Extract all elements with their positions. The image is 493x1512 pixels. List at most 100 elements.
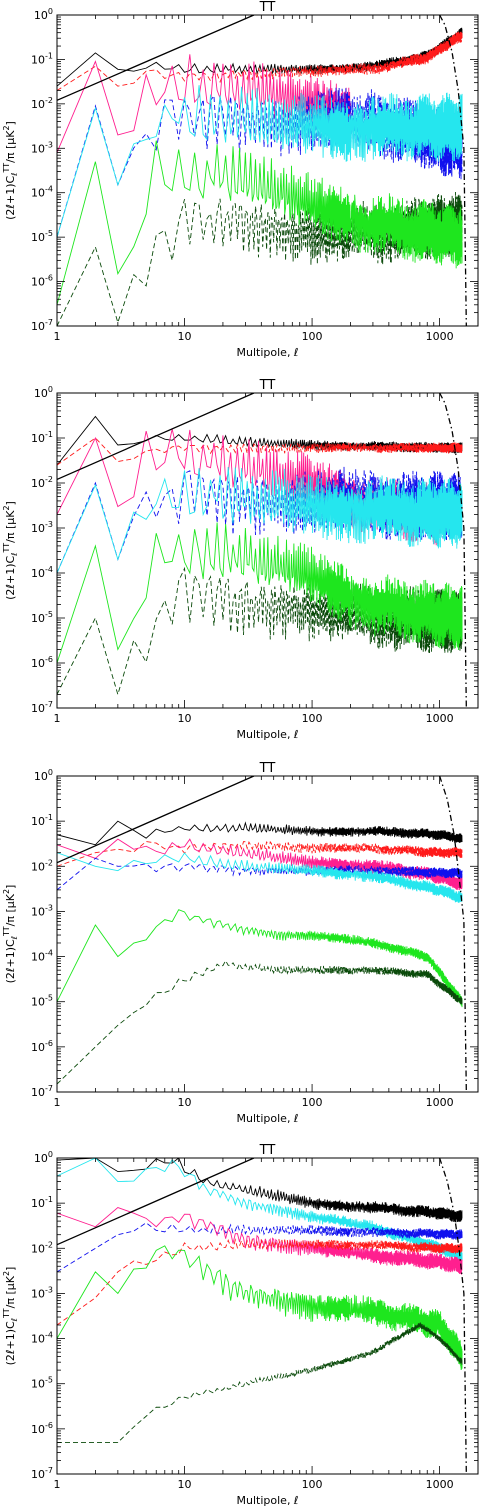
y-axis-label: (2ℓ+1)CℓTT/π [μK2] xyxy=(2,1267,19,1366)
plot-frame xyxy=(56,1157,479,1475)
chart-title: TT xyxy=(259,761,276,776)
x-axis-label: Multipole, ℓ xyxy=(237,728,299,741)
series-line-black-solid xyxy=(57,15,255,101)
y-tick-label: 10-1 xyxy=(31,813,53,828)
y-tick-label: 10-1 xyxy=(31,1195,53,1210)
y-tick-label: 10-1 xyxy=(31,51,53,66)
series-line-red-dashed xyxy=(57,30,463,91)
x-tick-label: 1000 xyxy=(426,1096,454,1109)
y-axis-label: (2ℓ+1)CℓTT/π [μK2] xyxy=(2,121,19,220)
y-tick-label: 10-2 xyxy=(31,475,53,490)
x-tick-label: 1000 xyxy=(426,712,454,725)
chart-panel-2: TT 1 10 100 1000 10-7 10-6 10-5 10-4 10-3 10-2 10-1… xyxy=(2,378,479,741)
x-tick-label: 100 xyxy=(302,1096,323,1109)
x-tick-label: 1 xyxy=(54,1096,61,1109)
y-tick-label: 10-4 xyxy=(31,1331,53,1346)
series-line-black-solid xyxy=(57,776,255,864)
series-group xyxy=(57,393,467,708)
x-tick-label: 1 xyxy=(54,1478,61,1491)
plot-frame xyxy=(56,14,479,327)
chart-title: TT xyxy=(259,378,276,393)
y-tick-label: 10-3 xyxy=(31,140,53,155)
chart-panel-1: TT 1 10 100 1000 10-7 10-6 10-5 10-4 10-3 10-2 10-1… xyxy=(2,0,479,359)
y-tick-label: 10-5 xyxy=(31,229,53,244)
series-line-black-solid xyxy=(57,1158,463,1223)
series-line-green-solid xyxy=(57,140,463,305)
y-axis-label: (2ℓ+1)CℓTT/π [μK2] xyxy=(2,501,19,600)
series-line-green-solid xyxy=(57,1245,463,1371)
y-tick-label: 10-7 xyxy=(31,1084,53,1099)
series-line-red-dashed xyxy=(57,840,463,867)
y-tick-label: 10-4 xyxy=(31,185,53,200)
y-tick-label: 10-1 xyxy=(31,430,53,445)
series-line-red-dashed xyxy=(57,1238,463,1326)
series-group xyxy=(57,15,467,326)
x-tick-label: 10 xyxy=(178,712,192,725)
x-tick-label: 10 xyxy=(178,1478,192,1491)
x-axis-label: Multipole, ℓ xyxy=(237,346,299,359)
x-tick-label: 10 xyxy=(178,330,192,343)
y-tick-label: 10-6 xyxy=(31,1421,53,1436)
series-line-black-solid xyxy=(57,27,463,87)
y-tick-label: 10-7 xyxy=(31,318,53,333)
y-tick-label: 10-2 xyxy=(31,858,53,873)
y-tick-label: 100 xyxy=(34,1150,53,1165)
series-line-darkgreen-dashed xyxy=(57,1322,463,1443)
y-tick-label: 10-2 xyxy=(31,96,53,111)
y-tick-label: 10-5 xyxy=(31,1376,53,1391)
x-tick-label: 100 xyxy=(302,1478,323,1491)
plot-frame xyxy=(56,392,479,709)
series-line-black-dashdot xyxy=(439,15,467,326)
y-tick-label: 10-6 xyxy=(31,655,53,670)
series-line-darkgreen-dashed xyxy=(57,959,463,1085)
y-tick-label: 10-4 xyxy=(31,565,53,580)
y-tick-label: 10-3 xyxy=(31,903,53,918)
chart-title: TT xyxy=(259,1143,276,1158)
x-tick-label: 10 xyxy=(178,1096,192,1109)
series-line-cyan-solid xyxy=(57,85,463,238)
series-line-darkgreen-dashed xyxy=(57,191,463,326)
x-tick-label: 1 xyxy=(54,712,61,725)
y-tick-label: 10-7 xyxy=(31,700,53,715)
series-line-green-solid xyxy=(57,522,463,664)
y-tick-label: 100 xyxy=(34,7,53,22)
x-tick-label: 100 xyxy=(302,330,323,343)
x-tick-label: 100 xyxy=(302,712,323,725)
series-line-cyan-solid xyxy=(57,852,463,903)
series-line-black-dashdot xyxy=(438,776,467,1092)
y-tick-label: 10-5 xyxy=(31,994,53,1009)
series-line-black-dashdot xyxy=(438,1158,467,1474)
chart-panel-3: TT 1 10 100 1000 10-7 10-6 10-5 10-4 10-3 10-2 10-1… xyxy=(2,761,479,1125)
y-tick-label: 10-5 xyxy=(31,610,53,625)
series-line-cyan-solid xyxy=(57,466,463,574)
series-line-black-solid xyxy=(57,820,463,846)
series-group xyxy=(57,1158,467,1474)
series-line-pink-solid xyxy=(57,838,463,891)
series-line-blue-dashed xyxy=(57,1222,463,1273)
series-line-black-dashdot xyxy=(439,393,467,708)
x-tick-label: 1 xyxy=(54,330,61,343)
y-tick-label: 10-3 xyxy=(31,520,53,535)
y-tick-label: 10-6 xyxy=(31,1039,53,1054)
y-tick-label: 10-4 xyxy=(31,949,53,964)
y-tick-label: 100 xyxy=(34,768,53,783)
x-axis-label: Multipole, ℓ xyxy=(237,1112,299,1125)
x-tick-label: 1000 xyxy=(426,1478,454,1491)
series-line-black-solid xyxy=(57,393,255,481)
x-axis-label: Multipole, ℓ xyxy=(237,1494,299,1507)
x-tick-label: 1000 xyxy=(426,330,454,343)
series-line-green-solid xyxy=(57,909,463,1008)
y-tick-label: 10-3 xyxy=(31,1285,53,1300)
chart-title: TT xyxy=(259,0,276,15)
series-group xyxy=(57,776,467,1092)
series-line-red-dashed xyxy=(57,437,463,466)
y-tick-label: 10-2 xyxy=(31,1240,53,1255)
y-tick-label: 100 xyxy=(34,385,53,400)
series-line-black-solid xyxy=(57,1158,255,1246)
series-line-cyan-solid xyxy=(57,1158,463,1262)
chart-panel-4: TT 1 10 100 1000 10-7 10-6 10-5 10-4 10-3 10-2 10-1… xyxy=(2,1143,479,1507)
y-axis-label: (2ℓ+1)CℓTT/π [μK2] xyxy=(2,885,19,984)
plot-frame xyxy=(56,775,479,1093)
y-tick-label: 10-6 xyxy=(31,274,53,289)
